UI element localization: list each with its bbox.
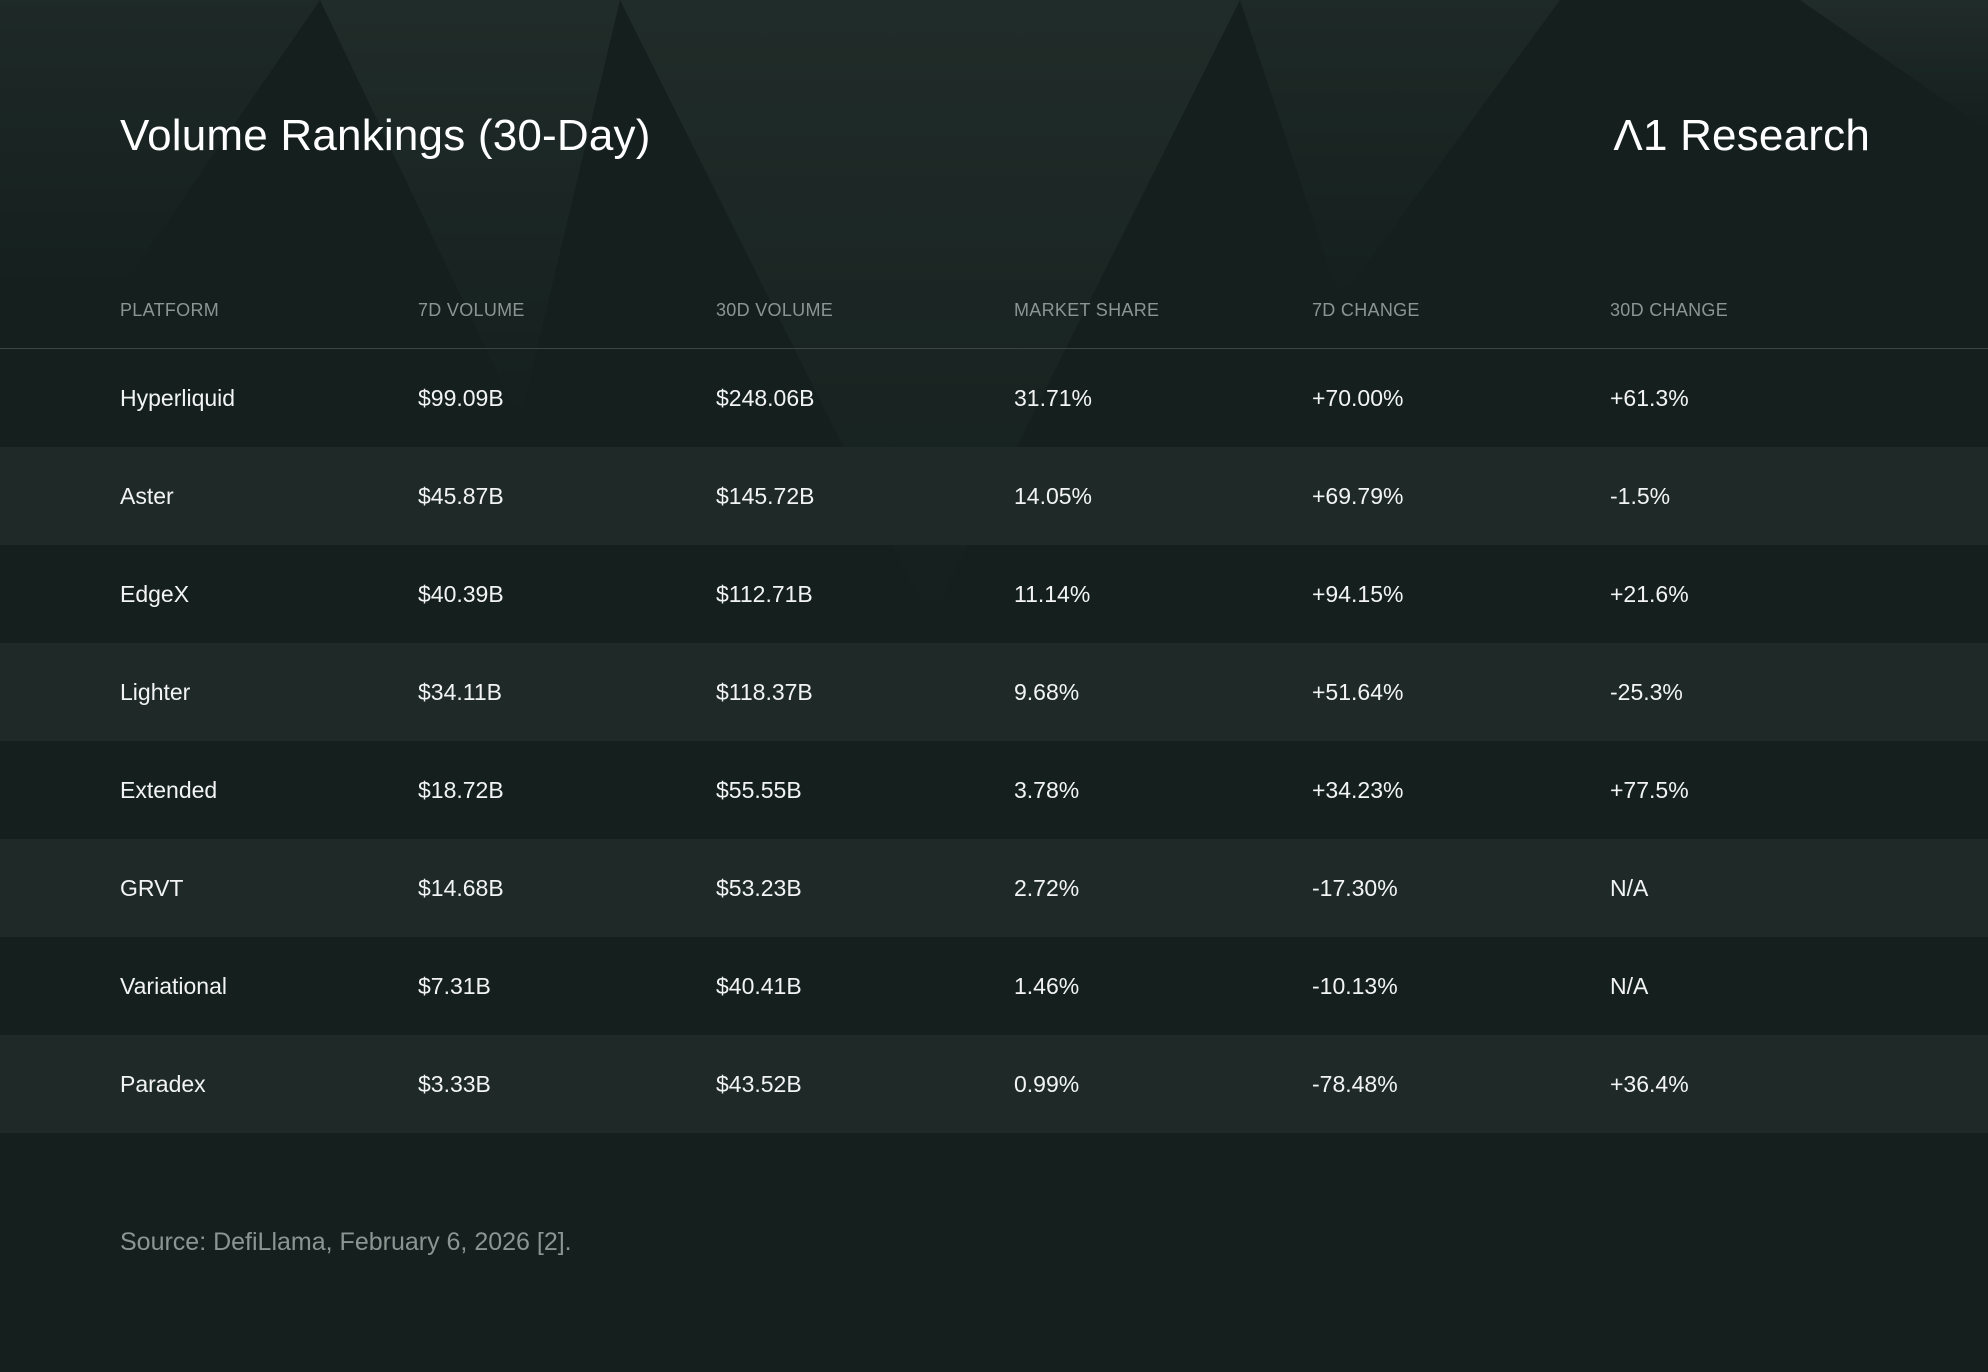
platform-cell: Lighter bbox=[120, 679, 191, 705]
volume-30d-cell: $43.52B bbox=[716, 1071, 802, 1097]
volume-7d-cell: $14.68B bbox=[418, 875, 504, 901]
market-share-cell: 14.05% bbox=[1014, 483, 1093, 509]
column-header-platform: PLATFORM bbox=[120, 300, 220, 320]
change-30d-cell: +21.6% bbox=[1610, 581, 1689, 607]
table-row: Extended $18.72B $55.55B 3.78% +34.23% +… bbox=[0, 741, 1988, 839]
market-share-cell: 1.46% bbox=[1014, 973, 1080, 999]
market-share-cell: 3.78% bbox=[1014, 777, 1080, 803]
volume-30d-cell: $112.71B bbox=[716, 581, 813, 607]
change-7d-cell: -10.13% bbox=[1312, 973, 1398, 999]
table-row: GRVT $14.68B $53.23B 2.72% -17.30% N/A bbox=[0, 839, 1988, 937]
table-row: EdgeX $40.39B $112.71B 11.14% +94.15% +2… bbox=[0, 545, 1988, 643]
platform-cell: Paradex bbox=[120, 1071, 206, 1097]
volume-30d-cell: $53.23B bbox=[716, 875, 802, 901]
table-row: Aster $45.87B $145.72B 14.05% +69.79% -1… bbox=[0, 447, 1988, 545]
platform-cell: Hyperliquid bbox=[120, 385, 236, 411]
volume-30d-cell: $40.41B bbox=[716, 973, 802, 999]
volume-30d-cell: $118.37B bbox=[716, 679, 813, 705]
change-7d-cell: -78.48% bbox=[1312, 1071, 1398, 1097]
column-header-30d-volume: 30D VOLUME bbox=[716, 300, 834, 320]
change-30d-cell: N/A bbox=[1610, 973, 1649, 999]
platform-cell: Aster bbox=[120, 483, 174, 509]
change-7d-cell: +51.64% bbox=[1312, 679, 1404, 705]
volume-7d-cell: $18.72B bbox=[418, 777, 504, 803]
change-30d-cell: N/A bbox=[1610, 875, 1649, 901]
market-share-cell: 31.71% bbox=[1014, 385, 1093, 411]
change-30d-cell: -1.5% bbox=[1610, 483, 1671, 509]
page-title: Volume Rankings (30-Day) bbox=[120, 111, 651, 160]
table-row: Variational $7.31B $40.41B 1.46% -10.13%… bbox=[0, 937, 1988, 1035]
column-header-7d-volume: 7D VOLUME bbox=[418, 300, 525, 320]
volume-7d-cell: $40.39B bbox=[418, 581, 504, 607]
platform-cell: GRVT bbox=[120, 875, 184, 901]
market-share-cell: 11.14% bbox=[1014, 581, 1091, 607]
column-header-7d-change: 7D CHANGE bbox=[1312, 300, 1420, 320]
table-header: PLATFORM 7D VOLUME 30D VOLUME MARKET SHA… bbox=[0, 282, 1988, 349]
table-row: Hyperliquid $99.09B $248.06B 31.71% +70.… bbox=[0, 349, 1988, 447]
volume-7d-cell: $34.11B bbox=[418, 679, 502, 705]
platform-cell: Variational bbox=[120, 973, 227, 999]
volume-7d-cell: $99.09B bbox=[418, 385, 504, 411]
change-7d-cell: -17.30% bbox=[1312, 875, 1398, 901]
table-row: Paradex $3.33B $43.52B 0.99% -78.48% +36… bbox=[0, 1035, 1988, 1133]
volume-7d-cell: $7.31B bbox=[418, 973, 491, 999]
source-note: Source: DefiLlama, February 6, 2026 [2]. bbox=[120, 1228, 572, 1256]
market-share-cell: 2.72% bbox=[1014, 875, 1080, 901]
change-7d-cell: +69.79% bbox=[1312, 483, 1404, 509]
volume-7d-cell: $45.87B bbox=[418, 483, 504, 509]
change-30d-cell: +36.4% bbox=[1610, 1071, 1689, 1097]
column-header-30d-change: 30D CHANGE bbox=[1610, 300, 1729, 320]
market-share-cell: 9.68% bbox=[1014, 679, 1080, 705]
change-30d-cell: +61.3% bbox=[1610, 385, 1689, 411]
column-header-market-share: MARKET SHARE bbox=[1014, 300, 1160, 320]
volume-table: PLATFORM 7D VOLUME 30D VOLUME MARKET SHA… bbox=[0, 282, 1988, 1133]
platform-cell: EdgeX bbox=[120, 581, 190, 607]
platform-cell: Extended bbox=[120, 777, 218, 803]
market-share-cell: 0.99% bbox=[1014, 1071, 1080, 1097]
change-30d-cell: -25.3% bbox=[1610, 679, 1683, 705]
change-7d-cell: +34.23% bbox=[1312, 777, 1404, 803]
brand-logo: Λ1 Research bbox=[1613, 111, 1870, 160]
volume-30d-cell: $145.72B bbox=[716, 483, 815, 509]
change-7d-cell: +94.15% bbox=[1312, 581, 1404, 607]
table-row: Lighter $34.11B $118.37B 9.68% +51.64% -… bbox=[0, 643, 1988, 741]
change-30d-cell: +77.5% bbox=[1610, 777, 1689, 803]
volume-7d-cell: $3.33B bbox=[418, 1071, 491, 1097]
volume-30d-cell: $248.06B bbox=[716, 385, 815, 411]
volume-30d-cell: $55.55B bbox=[716, 777, 802, 803]
change-7d-cell: +70.00% bbox=[1312, 385, 1404, 411]
